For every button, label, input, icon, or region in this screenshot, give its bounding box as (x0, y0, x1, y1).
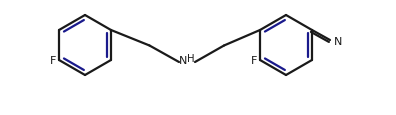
Text: F: F (50, 56, 56, 65)
Text: H: H (187, 54, 195, 63)
Text: F: F (251, 56, 257, 65)
Text: N: N (334, 37, 343, 47)
Text: N: N (179, 56, 187, 65)
